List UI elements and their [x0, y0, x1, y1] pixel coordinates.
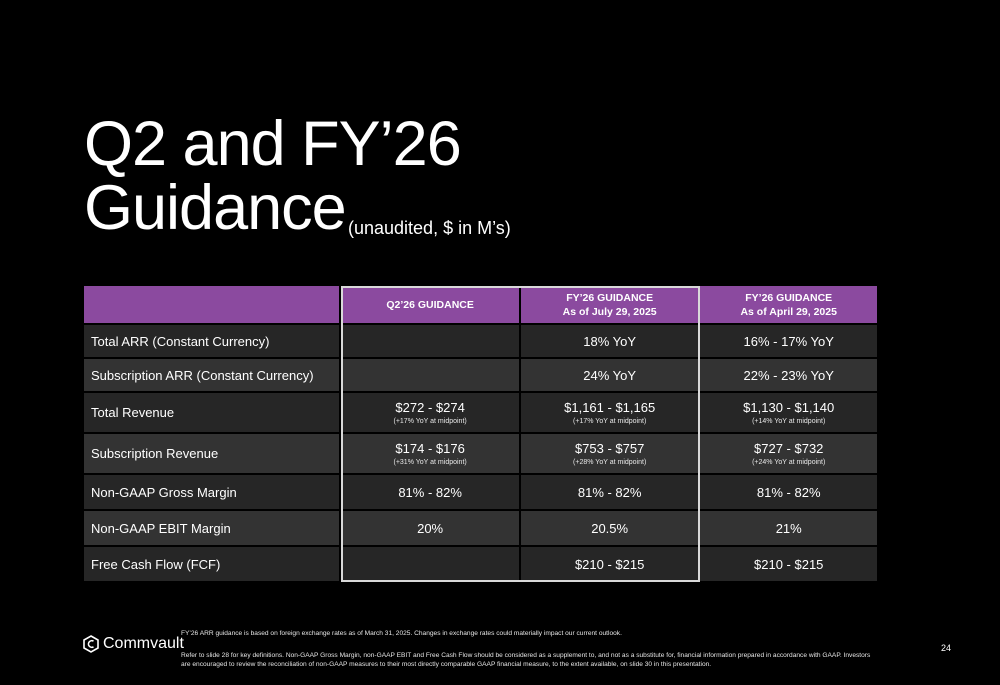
cell-value: $210 - $215 — [754, 556, 824, 572]
table-row: Free Cash Flow (FCF) $210 - $215 $210 - … — [84, 547, 877, 581]
cell-fy-april: $210 - $215 — [700, 547, 877, 581]
cell-value: $753 - $757 — [574, 441, 645, 456]
row-label: Total Revenue — [84, 393, 340, 432]
cell-q2: 20% — [341, 511, 519, 545]
table-row: Non-GAAP EBIT Margin 20% 20.5% 21% — [84, 511, 877, 545]
cell-fy-july: 81% - 82% — [520, 475, 699, 509]
cell-fy-july: $753 - $757 (+28% YoY at midpoint) — [520, 434, 699, 473]
cell-fy-july: $210 - $215 — [520, 547, 699, 581]
cell-value: $272 - $274 — [395, 400, 465, 415]
header-fy-july-line1: FY’26 GUIDANCE — [566, 291, 654, 304]
cell-subnote: (+24% YoY at midpoint) — [752, 459, 826, 466]
header-cell-fy-april: FY’26 GUIDANCE As of April 29, 2025 — [700, 286, 877, 323]
title-line-2: Guidance — [84, 173, 347, 243]
slide-title: Q2 and FY’26 Guidance — [84, 109, 462, 243]
header-fy-april-line2: As of April 29, 2025 — [740, 305, 837, 318]
row-label: Subscription ARR (Constant Currency) — [84, 359, 340, 391]
cell-q2 — [341, 547, 519, 581]
logo-wordmark: Commvault — [103, 635, 184, 652]
cell-fy-april: 21% — [700, 511, 877, 545]
footnote-arr: FY’26 ARR guidance is based on foreign e… — [181, 630, 622, 637]
table-header-row: Q2’26 GUIDANCE FY’26 GUIDANCE As of July… — [84, 286, 877, 323]
cell-value: 24% YoY — [583, 367, 637, 383]
cell-subnote: (+31% YoY at midpoint) — [393, 459, 467, 466]
cell-value: $174 - $176 — [395, 441, 465, 456]
table-row: Total Revenue $272 - $274 (+17% YoY at m… — [84, 393, 877, 432]
cell-fy-april: 81% - 82% — [700, 475, 877, 509]
cell-value: 22% - 23% YoY — [743, 367, 834, 383]
guidance-table: Q2’26 GUIDANCE FY’26 GUIDANCE As of July… — [82, 284, 879, 583]
table-row: Non-GAAP Gross Margin 81% - 82% 81% - 82… — [84, 475, 877, 509]
row-label: Non-GAAP Gross Margin — [84, 475, 340, 509]
title-line-1: Q2 and FY’26 — [84, 109, 462, 179]
cell-value: 16% - 17% YoY — [743, 333, 834, 349]
cell-value: 81% - 82% — [756, 484, 821, 500]
table-row: Subscription Revenue $174 - $176 (+31% Y… — [84, 434, 877, 473]
cell-subnote: (+17% YoY at midpoint) — [393, 418, 467, 425]
cell-value: $210 - $215 — [574, 556, 645, 572]
cell-fy-july: 18% YoY — [520, 325, 699, 357]
cell-value: 20% — [417, 520, 444, 536]
header-fy-april-line1: FY’26 GUIDANCE — [745, 291, 833, 304]
table-row: Total ARR (Constant Currency) 18% YoY 16… — [84, 325, 877, 357]
cell-fy-april: 16% - 17% YoY — [700, 325, 877, 357]
page-number: 24 — [941, 643, 952, 653]
row-label: Total ARR (Constant Currency) — [84, 325, 340, 357]
row-label: Non-GAAP EBIT Margin — [84, 511, 340, 545]
row-label: Free Cash Flow (FCF) — [84, 547, 340, 581]
cell-subnote: (+14% YoY at midpoint) — [752, 418, 826, 425]
commvault-logo-icon — [83, 635, 99, 653]
header-cell-q2: Q2’26 GUIDANCE — [341, 286, 519, 323]
cell-value: $1,161 - $1,165 — [564, 400, 656, 415]
cell-fy-april: $1,130 - $1,140 (+14% YoY at midpoint) — [700, 393, 877, 432]
commvault-logo: Commvault — [83, 635, 184, 653]
header-cell-blank — [84, 286, 340, 323]
cell-subnote: (+28% YoY at midpoint) — [573, 459, 647, 466]
cell-value: 21% — [775, 520, 802, 536]
row-label: Subscription Revenue — [84, 434, 340, 473]
cell-value: $1,130 - $1,140 — [743, 400, 835, 415]
cell-value: $727 - $732 — [754, 441, 824, 456]
cell-q2 — [341, 325, 519, 357]
cell-fy-july: 24% YoY — [520, 359, 699, 391]
header-fy-july-line2: As of July 29, 2025 — [562, 305, 657, 318]
slide-subtitle: (unaudited, $ in M’s) — [348, 218, 511, 238]
cell-q2: $272 - $274 (+17% YoY at midpoint) — [341, 393, 519, 432]
cell-fy-july: $1,161 - $1,165 (+17% YoY at midpoint) — [520, 393, 699, 432]
cell-value: 81% - 82% — [577, 484, 642, 500]
table-row: Subscription ARR (Constant Currency) 24%… — [84, 359, 877, 391]
cell-fy-april: $727 - $732 (+24% YoY at midpoint) — [700, 434, 877, 473]
footnote-non-gaap: Refer to slide 28 for key definitions. N… — [181, 652, 871, 668]
cell-q2 — [341, 359, 519, 391]
cell-fy-july: 20.5% — [520, 511, 699, 545]
cell-value: 20.5% — [591, 520, 629, 536]
cell-q2: 81% - 82% — [341, 475, 519, 509]
header-cell-fy-july: FY’26 GUIDANCE As of July 29, 2025 — [520, 286, 699, 323]
cell-q2: $174 - $176 (+31% YoY at midpoint) — [341, 434, 519, 473]
header-q2-line1: Q2’26 GUIDANCE — [386, 298, 474, 311]
cell-subnote: (+17% YoY at midpoint) — [573, 418, 647, 425]
cell-value: 81% - 82% — [398, 484, 462, 500]
cell-fy-april: 22% - 23% YoY — [700, 359, 877, 391]
cell-value: 18% YoY — [583, 333, 637, 349]
